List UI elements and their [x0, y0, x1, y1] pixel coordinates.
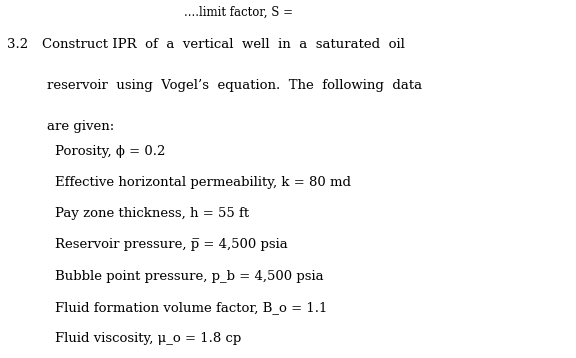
- Text: Pay zone thickness, h = 55 ft: Pay zone thickness, h = 55 ft: [55, 207, 249, 220]
- Text: 3.2: 3.2: [7, 38, 29, 50]
- Text: Construct IPR  of  a  vertical  well  in  a  saturated  oil: Construct IPR of a vertical well in a sa…: [42, 38, 405, 50]
- Text: Reservoir pressure, p̅ = 4,500 psia: Reservoir pressure, p̅ = 4,500 psia: [55, 238, 287, 251]
- Text: Bubble point pressure, p_b = 4,500 psia: Bubble point pressure, p_b = 4,500 psia: [55, 270, 323, 282]
- Text: ....limit factor, S =: ....limit factor, S =: [184, 5, 293, 18]
- Text: Effective horizontal permeability, k = 80 md: Effective horizontal permeability, k = 8…: [55, 176, 351, 189]
- Text: Fluid viscosity, μ_o = 1.8 cp: Fluid viscosity, μ_o = 1.8 cp: [55, 332, 241, 345]
- Text: Porosity, ϕ = 0.2: Porosity, ϕ = 0.2: [55, 145, 165, 158]
- Text: are given:: are given:: [47, 120, 114, 133]
- Text: reservoir  using  Vogel’s  equation.  The  following  data: reservoir using Vogel’s equation. The fo…: [47, 79, 422, 92]
- Text: Fluid formation volume factor, B_o = 1.1: Fluid formation volume factor, B_o = 1.1: [55, 301, 327, 314]
